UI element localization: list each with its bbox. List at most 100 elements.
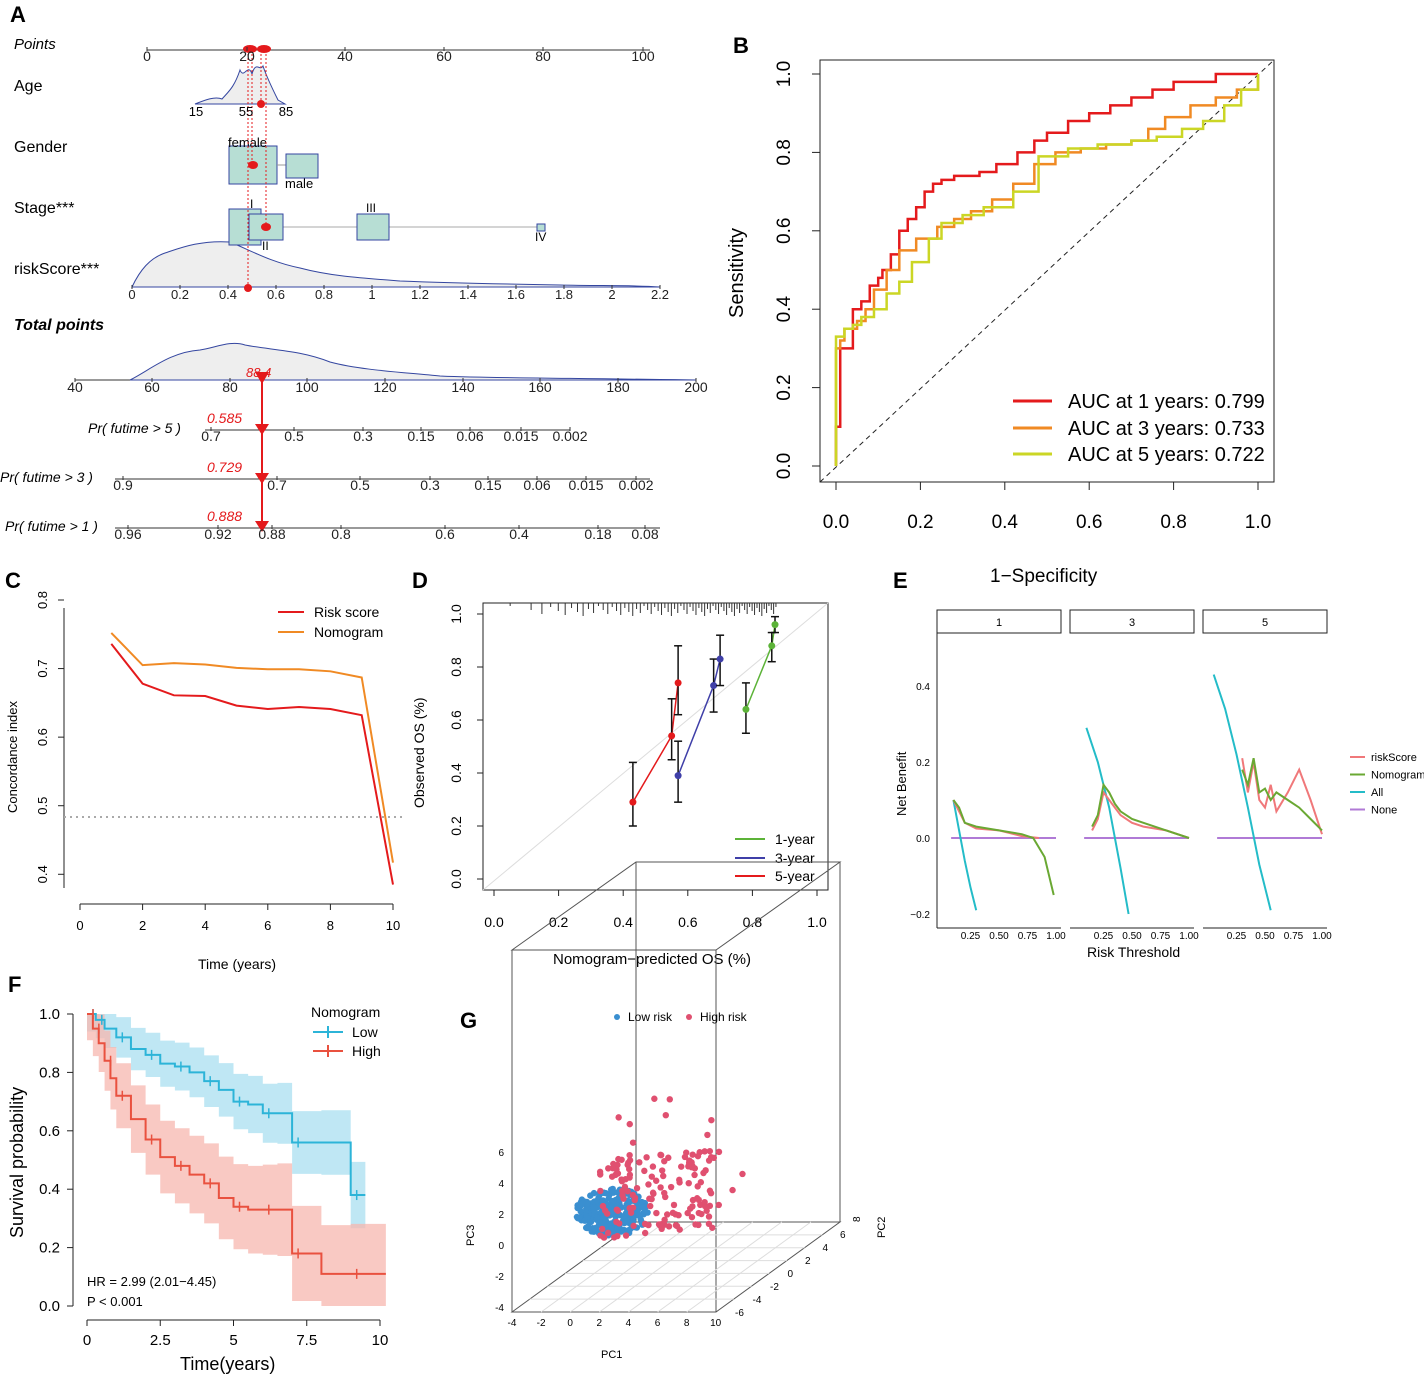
e-x-tick-label: 0.50: [1122, 931, 1142, 942]
roc-x-tick-label: 0.2: [907, 512, 933, 533]
g-point-low-risk: [644, 1209, 651, 1216]
d-legend-3y: 3-year: [775, 850, 815, 866]
g-pc1-tick-label: 8: [684, 1318, 690, 1329]
d-point: [674, 772, 682, 780]
g-point-high-risk: [739, 1170, 746, 1178]
pr5-value: 0.585: [207, 410, 242, 426]
g-point-low-risk: [607, 1186, 615, 1193]
g-point-high-risk: [685, 1163, 692, 1170]
g-point-low-risk: [591, 1225, 599, 1232]
total-points-value: 88.4: [246, 365, 271, 380]
d-point: [629, 798, 637, 806]
nomo-tick-label: 1: [368, 287, 375, 302]
d-legend-1y: 1-year: [775, 831, 815, 847]
f-hr-text: HR = 2.99 (2.01−4.45): [87, 1274, 216, 1289]
f-lines: [87, 1009, 386, 1279]
roc-x-tick-label: 0.4: [992, 512, 1019, 533]
g-pc3-tick-label: -4: [495, 1303, 504, 1314]
g-point-high-risk: [715, 1148, 723, 1156]
nomo-tick-label: 0.5: [284, 428, 304, 444]
g-point-high-risk: [613, 1218, 620, 1226]
g-point-high-risk: [627, 1209, 635, 1216]
e-line-Nomogram: [1091, 782, 1190, 839]
e-facet-strip: [1069, 609, 1195, 634]
pr5-arrow-head: [255, 424, 269, 435]
g-point-high-risk: [702, 1167, 709, 1174]
g-point-high-risk: [614, 1207, 622, 1214]
e-legend-label: Nomogram: [1371, 770, 1424, 782]
g-point-high-risk: [684, 1209, 691, 1217]
e-y-tick-label: 0.4: [916, 682, 930, 693]
nomo-tick-label: 0.9: [113, 477, 133, 493]
e-x-tick-label: 1.00: [1312, 931, 1332, 942]
nomo-label-stage: Stage***: [14, 200, 75, 217]
nomo-tick-label: 0.92: [204, 526, 231, 542]
nomogram-ticks: 0 20 40 60 80 100 15 55 85 0 0.2 0.4 0.6 0.8 1 1.2 1.4 1.…: [67, 47, 708, 542]
g-point-high-risk: [643, 1154, 650, 1161]
d-series: [628, 615, 780, 827]
e-x-tick-label: 0.75: [1284, 931, 1304, 942]
panel-d-calibration: 0.0 0.0 0.2 0.2 0.4 0.4 0.6 0.6 0.8 0.8 1.0 1.0 Obs…: [411, 602, 829, 968]
g-point-high-risk: [709, 1224, 716, 1231]
d-x-tick-label: 0.0: [484, 914, 504, 930]
panel-c-concordance: 0 2 4 6 8 10 0.4 0.5 0.6 0.7 0.8 Concordance index…: [5, 591, 405, 972]
g-pc2-tick-label: -6: [735, 1308, 744, 1319]
nomo-tick-label: 0.2: [171, 287, 189, 302]
g-point-low-risk: [618, 1228, 625, 1235]
g-point-high-risk: [666, 1096, 673, 1103]
e-x-tick-label: 0.25: [961, 931, 981, 942]
nomo-label-points: Points: [14, 36, 56, 53]
roc-ticks: 0.0 0.0 0.2 0.2 0.4 0.4 0.6 0.6 0.8 0.8 1.0 1.0: [774, 61, 1271, 533]
f-ticks: 0 2.5 5 7.5 10 0.0 0.2 0.4 0.6 0.8 1.0: [39, 1006, 388, 1349]
e-facet-strip: [936, 609, 1062, 634]
g-pc3-tick-label: 4: [498, 1179, 504, 1190]
g-point-high-risk: [661, 1216, 668, 1224]
g-point-low-risk: [585, 1223, 592, 1230]
e-legend-label: None: [1371, 805, 1397, 817]
g-point-high-risk: [599, 1202, 607, 1210]
d-y-tick-label: 0.8: [448, 657, 464, 677]
g-legend-high: High risk: [700, 1010, 748, 1024]
gender-male-box: [285, 153, 319, 179]
nomo-tick-label: 0.4: [219, 287, 237, 302]
nomo-tick-label: 0.7: [201, 428, 221, 444]
g-grid-line: [657, 1221, 783, 1313]
g-point-high-risk: [645, 1181, 652, 1188]
g-pc3-tick-label: 0: [498, 1241, 504, 1252]
nomo-tick-label: 1.2: [411, 287, 429, 302]
nomo-tick-label: 40: [67, 379, 83, 395]
panel-letter-b: B: [733, 33, 749, 58]
e-line-All: [1085, 727, 1130, 915]
g-point-high-risk: [707, 1189, 715, 1197]
panel-letter-f: F: [8, 972, 21, 997]
e-legend-label: All: [1371, 787, 1383, 799]
g-point-low-risk: [614, 1195, 622, 1202]
f-y-tick-label: 0.4: [39, 1181, 60, 1198]
g-grid-line: [599, 1221, 724, 1313]
e-x-tick-label: 0.75: [1018, 931, 1038, 942]
g-point-high-risk: [636, 1159, 643, 1166]
g-point-high-risk: [605, 1165, 612, 1172]
nomo-tick-label: 0.8: [315, 287, 333, 302]
pr3-arrow-head: [255, 473, 269, 484]
roc-y-tick-label: 0.4: [774, 296, 795, 323]
c-x-tick-label: 10: [386, 918, 400, 933]
g-point-high-risk: [631, 1196, 638, 1204]
g-point-high-risk: [686, 1157, 693, 1164]
g-point-high-risk: [708, 1116, 715, 1124]
panel-a-nomogram: Points Age Gender Stage*** riskScore*** …: [0, 36, 708, 542]
roc-lines: [834, 72, 1260, 466]
g-point-high-risk: [678, 1163, 685, 1170]
nomo-label-riskscore: riskScore***: [14, 261, 99, 278]
nomo-tick-label: 160: [528, 379, 552, 395]
roc-x-tick-label: 1.0: [1245, 512, 1271, 533]
d-ticks: 0.0 0.0 0.2 0.2 0.4 0.4 0.6 0.6 0.8 0.8 1.0 1.0: [448, 604, 827, 930]
g-point-low-risk: [578, 1201, 585, 1208]
roc-legend-1y: AUC at 1 years: 0.799: [1068, 391, 1265, 413]
g-point-low-risk: [608, 1225, 615, 1232]
g-point-low-risk: [635, 1212, 642, 1219]
nomo-tick-label: 100: [631, 48, 655, 64]
panel-letter-a: A: [10, 2, 26, 27]
c-y-label: Concordance index: [5, 700, 20, 813]
